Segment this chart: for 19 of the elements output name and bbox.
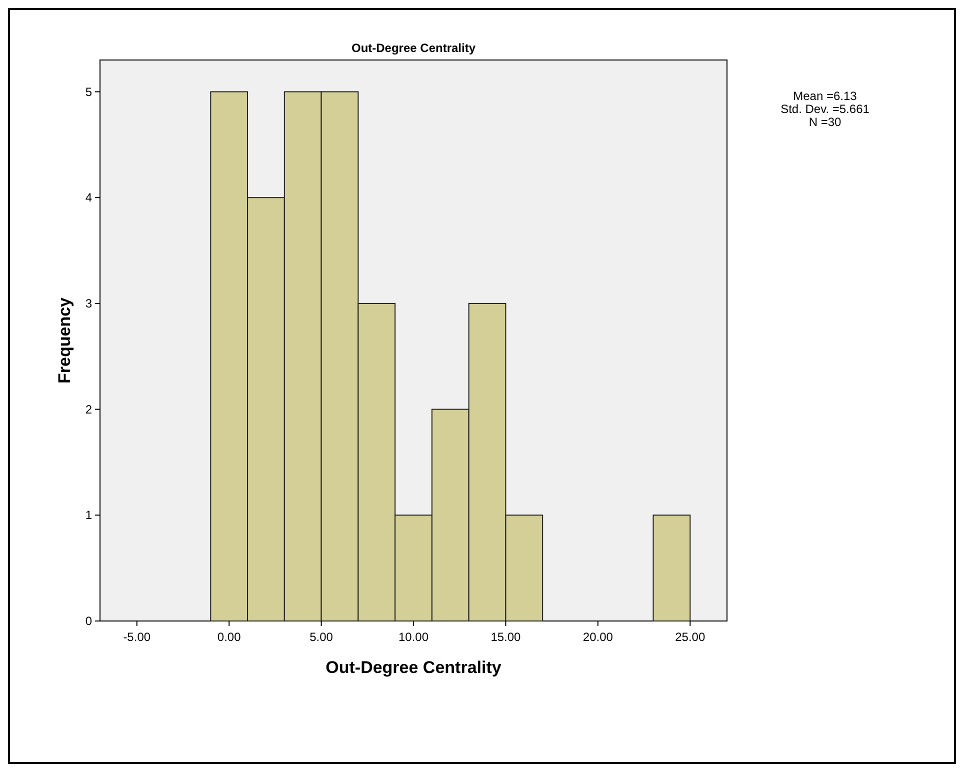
y-axis-title: Frequency	[55, 296, 74, 384]
y-tick-label: 2	[85, 402, 92, 416]
x-tick-label: 0.00	[217, 630, 242, 644]
text: Mean =6.13	[793, 89, 858, 103]
y-tick-label: 4	[85, 190, 92, 205]
text: N =30	[808, 115, 842, 129]
y-tick-label: 5	[85, 84, 92, 99]
x-tick-label: -5.00	[123, 630, 151, 644]
x-tick-label: 25.00	[675, 630, 706, 644]
x-tick-label: 15.00	[490, 630, 522, 644]
chart-title: Out-Degree Centrality	[351, 41, 476, 55]
y-tick-label: 0	[85, 614, 92, 628]
x-axis-title: Out-Degree Centrality	[326, 658, 502, 677]
x-tick-label: 10.00	[398, 630, 429, 644]
text: Std. Dev. =5.661	[780, 102, 870, 116]
x-tick-label: 20.00	[582, 630, 614, 644]
y-tick-label: 3	[85, 296, 92, 310]
y-tick-label: 1	[85, 508, 92, 522]
x-tick-label: 5.00	[310, 630, 334, 644]
